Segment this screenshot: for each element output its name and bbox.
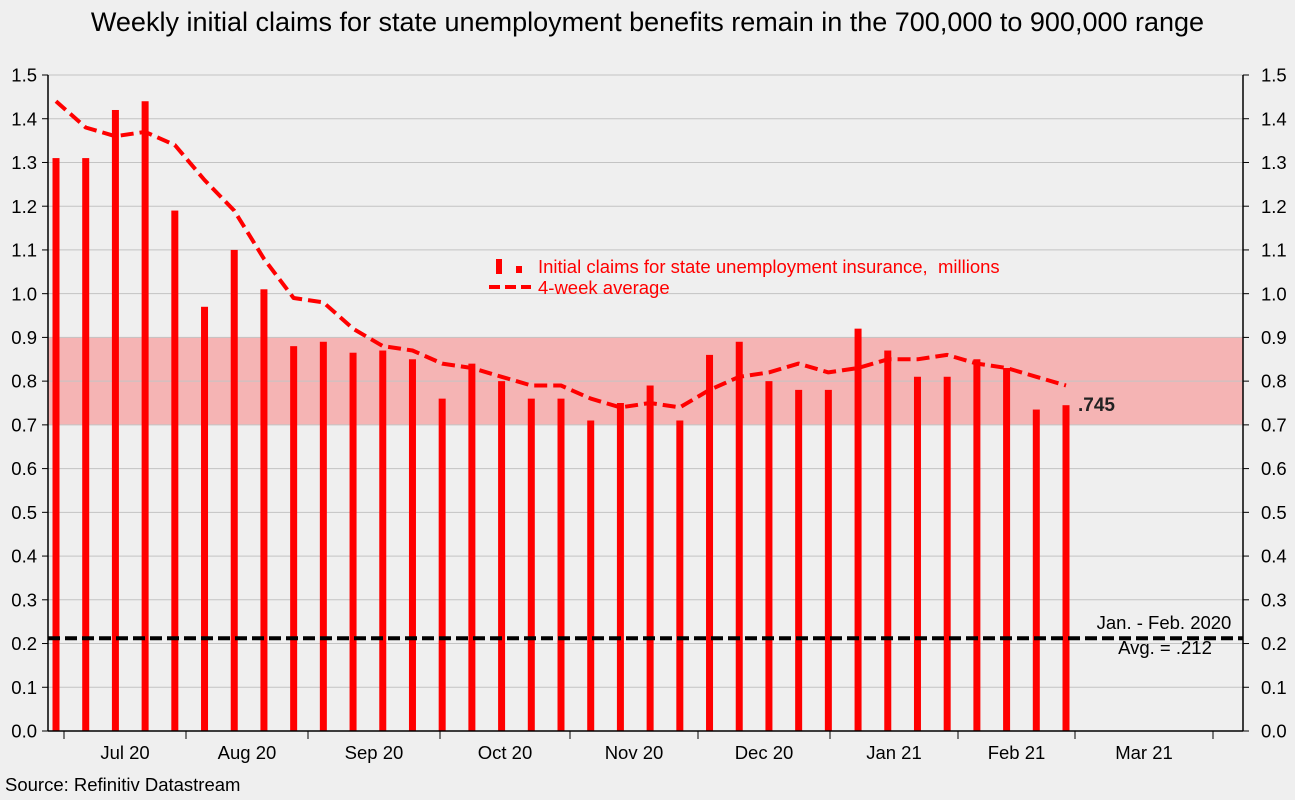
gridlines <box>48 74 1243 688</box>
legend-label-initial-claims: Initial claims for state unemployment in… <box>538 256 1000 277</box>
bar-initial-claims <box>676 420 684 731</box>
y-tick-label-left: 0.6 <box>11 458 37 479</box>
y-tick-label-left: 0.3 <box>11 589 37 610</box>
y-tick-label-right: 0.8 <box>1261 371 1287 392</box>
y-tick-label-left: 0.2 <box>11 633 37 654</box>
bar-initial-claims <box>111 109 119 732</box>
bar-initial-claims <box>468 363 476 731</box>
bar-initial-claims <box>795 389 803 731</box>
y-tick-label-left: 0.8 <box>11 371 37 392</box>
y-tick-label-left: 0.5 <box>11 502 37 523</box>
y-tick-label-left: 0.9 <box>11 327 37 348</box>
y-tick-label-right: 1.0 <box>1261 283 1287 304</box>
bar-initial-claims <box>1003 368 1011 731</box>
y-tick-label-right: 0.4 <box>1261 546 1287 567</box>
bar-initial-claims <box>824 389 832 731</box>
x-tick-label: Nov 20 <box>605 742 664 763</box>
legend-bar-swatch-tall <box>496 259 502 274</box>
source-note: Source: Refinitiv Datastream <box>5 774 240 795</box>
y-tick-label-left: 1.5 <box>11 65 37 86</box>
y-tick-label-left: 1.4 <box>11 108 37 129</box>
legend-label-4-week-average: 4-week average <box>538 277 670 298</box>
bar-initial-claims <box>646 385 654 731</box>
last-value-label: .745 <box>1078 395 1115 416</box>
y-tick-label-left: 0.1 <box>11 677 37 698</box>
bar-initial-claims <box>498 381 506 731</box>
bar-initial-claims <box>82 158 90 732</box>
y-tick-label-right: 0.3 <box>1261 589 1287 610</box>
bar-initial-claims <box>260 289 268 731</box>
x-tick-label: Feb 21 <box>988 742 1046 763</box>
bar-initial-claims <box>319 341 327 731</box>
bar-initial-claims <box>1062 405 1070 731</box>
x-tick-label: Mar 21 <box>1115 742 1173 763</box>
y-tick-label-right: 0.7 <box>1261 415 1287 436</box>
reference-line-label-average: Avg. = .212 <box>1118 637 1212 658</box>
x-tick-label: Sep 20 <box>345 742 404 763</box>
bar-initial-claims <box>765 381 773 731</box>
bar-initial-claims <box>171 210 179 731</box>
y-tick-label-right: 0.2 <box>1261 633 1287 654</box>
bar-initial-claims <box>913 376 921 731</box>
axes: 0.0 0.0 0.1 0.1 0.2 0.2 0.3 0.3 0.4 0.4 0.5 0.5 0.6 0… <box>11 65 1286 763</box>
y-tick-label-right: 1.1 <box>1261 240 1287 261</box>
average-line-layer <box>54 99 1067 410</box>
y-tick-label-left: 1.3 <box>11 152 37 173</box>
x-tick-label: Oct 20 <box>478 742 533 763</box>
chart-title: Weekly initial claims for state unemploy… <box>91 7 1204 37</box>
bar-initial-claims <box>230 249 238 731</box>
legend-bar-swatch-small <box>516 266 522 273</box>
bar-initial-claims <box>854 328 862 731</box>
bar-initial-claims <box>52 158 60 732</box>
y-tick-label-right: 1.3 <box>1261 152 1287 173</box>
y-tick-label-right: 1.5 <box>1261 65 1287 86</box>
x-tick-label: Jul 20 <box>100 742 149 763</box>
y-tick-label-right: 0.1 <box>1261 677 1287 698</box>
y-tick-label-left: 1.0 <box>11 283 37 304</box>
bars-initial-claims <box>52 101 1070 732</box>
y-tick-label-left: 0.4 <box>11 546 37 567</box>
y-tick-label-right: 0.5 <box>1261 502 1287 523</box>
bar-initial-claims <box>973 359 981 731</box>
reference-line-label-period: Jan. - Feb. 2020 <box>1097 612 1232 633</box>
y-tick-label-left: 0.0 <box>11 721 37 742</box>
x-tick-label: Jan 21 <box>866 742 922 763</box>
bar-initial-claims <box>587 420 595 731</box>
bar-initial-claims <box>1032 409 1040 731</box>
y-tick-label-right: 0.6 <box>1261 458 1287 479</box>
y-tick-label-right: 1.2 <box>1261 196 1287 217</box>
bar-initial-claims <box>290 346 298 731</box>
bar-initial-claims <box>408 359 416 731</box>
bar-initial-claims <box>527 398 535 731</box>
bar-initial-claims <box>201 306 209 731</box>
y-tick-label-left: 1.1 <box>11 240 37 261</box>
bar-initial-claims <box>943 376 951 731</box>
legend: Initial claims for state unemployment in… <box>489 256 1000 298</box>
y-tick-label-right: 1.4 <box>1261 108 1287 129</box>
bar-initial-claims <box>438 398 446 731</box>
bar-initial-claims <box>141 101 149 732</box>
series-line-4-week-average <box>54 99 1067 410</box>
y-tick-label-left: 0.7 <box>11 415 37 436</box>
bar-initial-claims <box>557 398 565 731</box>
bar-initial-claims <box>735 341 743 731</box>
bar-initial-claims <box>349 352 357 731</box>
bar-initial-claims <box>616 403 624 731</box>
x-tick-label: Aug 20 <box>218 742 277 763</box>
bar-initial-claims <box>706 354 714 731</box>
y-tick-label-right: 0.9 <box>1261 327 1287 348</box>
legend-bar-swatch <box>496 259 522 274</box>
bar-initial-claims <box>884 350 892 731</box>
y-tick-label-left: 1.2 <box>11 196 37 217</box>
bar-initial-claims <box>379 350 387 731</box>
y-tick-label-right: 0.0 <box>1261 721 1287 742</box>
x-tick-label: Dec 20 <box>735 742 794 763</box>
